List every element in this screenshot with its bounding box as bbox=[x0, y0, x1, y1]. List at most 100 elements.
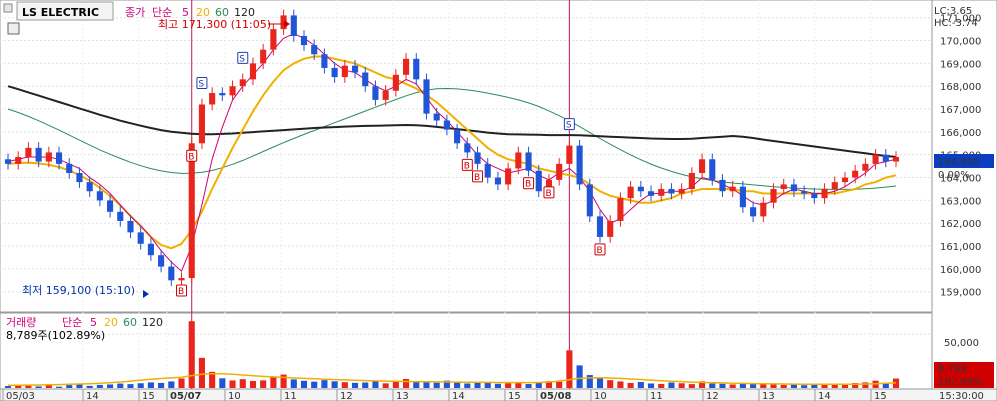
candle-body bbox=[627, 186, 634, 199]
buy-signal bbox=[472, 170, 484, 183]
candle-body bbox=[158, 255, 165, 267]
price-axis-area bbox=[931, 0, 997, 390]
grid-icon[interactable] bbox=[7, 22, 20, 35]
volume-bar bbox=[433, 382, 440, 388]
candle-body bbox=[872, 154, 879, 164]
volume-bar bbox=[392, 381, 399, 388]
candle-body bbox=[647, 191, 655, 196]
candle-body bbox=[443, 120, 450, 130]
signal-label: S bbox=[239, 54, 245, 64]
volume-bar bbox=[25, 384, 32, 388]
volume-bar bbox=[668, 382, 675, 388]
volume-bar bbox=[719, 383, 726, 388]
price-label: 종가 bbox=[125, 6, 145, 19]
price-tick-label: 166,000 bbox=[940, 128, 981, 139]
volume-bar bbox=[362, 382, 369, 388]
volume-bar bbox=[801, 385, 808, 388]
signal-label: S bbox=[566, 121, 572, 131]
symbol-name[interactable]: LS ELECTRIC bbox=[22, 6, 99, 19]
candle-body bbox=[209, 93, 216, 105]
ma-20-label: 20 bbox=[196, 6, 210, 19]
volume-summary: 8,789주(102.89%) bbox=[6, 329, 105, 342]
candle-body bbox=[770, 188, 777, 203]
candle-body bbox=[801, 191, 808, 194]
candle-body bbox=[545, 179, 553, 192]
volume-bar bbox=[107, 384, 114, 388]
time-tick-label: 11 bbox=[284, 391, 297, 401]
volume-ma-20-label: 20 bbox=[104, 316, 118, 329]
candle-body bbox=[811, 193, 818, 199]
volume-bar bbox=[158, 382, 165, 388]
candle-body bbox=[576, 145, 583, 185]
volume-bar bbox=[280, 374, 287, 388]
volume-bar bbox=[55, 386, 63, 388]
time-tick-label: 14 bbox=[818, 391, 831, 401]
moving-average-lines bbox=[7, 33, 897, 273]
signal-label: B bbox=[188, 152, 194, 162]
candle-body bbox=[45, 152, 52, 162]
volume-bar bbox=[607, 380, 614, 388]
volume-ma-120-label: 120 bbox=[142, 316, 163, 329]
volume-bar bbox=[4, 386, 12, 388]
volume-bar bbox=[790, 384, 797, 388]
ma20-line bbox=[7, 55, 897, 250]
candle-body bbox=[688, 172, 695, 189]
candle-body bbox=[484, 163, 491, 178]
candle-body bbox=[219, 93, 226, 96]
buy-signal bbox=[461, 158, 473, 171]
volume-bar bbox=[545, 381, 553, 388]
candle-body bbox=[311, 45, 318, 55]
volume-bar bbox=[209, 371, 216, 388]
signal-label: B bbox=[597, 246, 603, 256]
volume-bar bbox=[147, 382, 154, 388]
current-volume-pct: 102.89% bbox=[938, 377, 983, 388]
price-axis-ticks: 171,000 170,000 169,000 168,000 167,000 166,0… bbox=[940, 14, 981, 299]
ma60-line bbox=[7, 87, 897, 190]
candle-body bbox=[790, 184, 797, 192]
signal-label: B bbox=[474, 173, 480, 183]
menu-icon[interactable] bbox=[3, 3, 13, 13]
candle-body bbox=[137, 232, 144, 244]
symbol-box[interactable] bbox=[16, 1, 114, 21]
candle-body bbox=[55, 152, 63, 164]
time-tick-label: 05/03 bbox=[6, 391, 35, 401]
volume-panel[interactable] bbox=[0, 312, 933, 390]
volume-bar bbox=[413, 381, 420, 388]
ma-5-label: 5 bbox=[182, 6, 189, 19]
candle-body bbox=[107, 200, 114, 212]
candle-body bbox=[515, 152, 522, 169]
hc-label: HC:-3.74 bbox=[934, 18, 978, 29]
ma120-line bbox=[7, 85, 897, 158]
candle-body bbox=[678, 188, 685, 194]
volume-ma-5-label: 5 bbox=[90, 316, 97, 329]
ma5-line bbox=[7, 33, 897, 273]
candle-body bbox=[260, 49, 267, 64]
candles bbox=[4, 9, 900, 287]
time-tick-label: 12 bbox=[340, 391, 353, 401]
candle-body bbox=[525, 152, 532, 171]
candle-body bbox=[188, 143, 195, 279]
price-panel[interactable] bbox=[0, 0, 933, 313]
price-tick-label: 162,000 bbox=[940, 219, 981, 230]
sell-signal bbox=[563, 118, 575, 131]
volume-bar bbox=[699, 381, 706, 388]
candle-body bbox=[862, 163, 869, 171]
price-tick-label: 161,000 bbox=[940, 242, 981, 253]
time-tick-label: 05/07 bbox=[170, 391, 202, 401]
time-tick-label: 15:30:00 bbox=[939, 391, 984, 401]
volume-ma-60-label: 60 bbox=[123, 316, 137, 329]
time-tick-label: 15 bbox=[142, 391, 155, 401]
volume-bars bbox=[4, 321, 900, 388]
candle-body bbox=[413, 58, 420, 80]
signal-label: B bbox=[464, 161, 470, 171]
candle-body bbox=[351, 65, 359, 73]
volume-bar bbox=[617, 381, 624, 388]
volume-bar bbox=[821, 383, 828, 388]
candle-body bbox=[831, 182, 838, 189]
time-tick-label: 13 bbox=[396, 391, 409, 401]
candle-body bbox=[760, 202, 767, 217]
lc-label: LC:3.65 bbox=[934, 6, 972, 17]
time-tick-label: 05/08 bbox=[540, 391, 572, 401]
buy-signal bbox=[594, 243, 606, 256]
